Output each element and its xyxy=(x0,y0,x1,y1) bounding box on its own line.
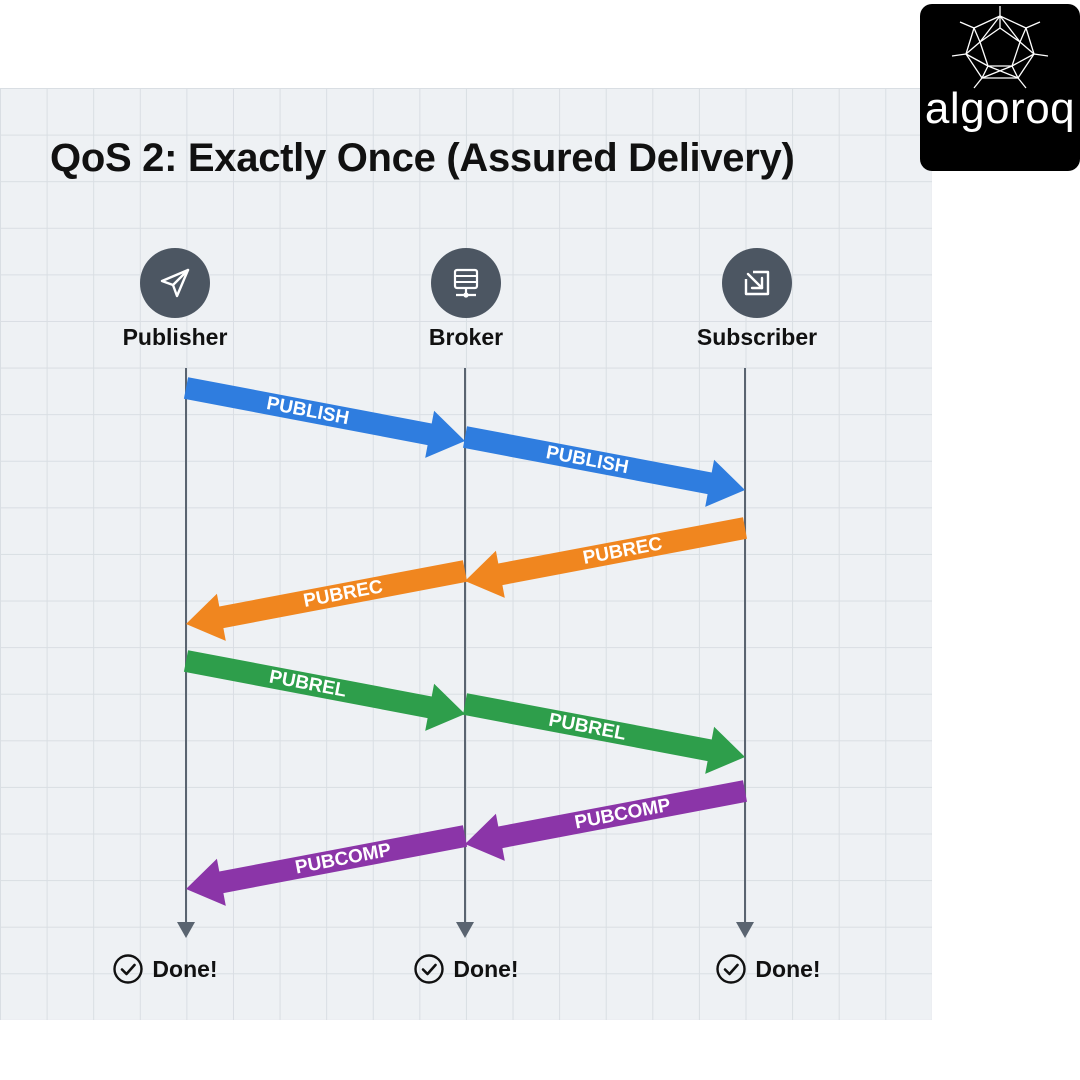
lifeline-broker-arrowhead xyxy=(456,922,474,938)
done-label: Done! xyxy=(152,955,218,982)
publish-arrow xyxy=(463,426,745,507)
pubrel-label: PUBREL xyxy=(267,666,348,701)
done-subscriber: Done! xyxy=(688,953,848,985)
pubcomp-arrow xyxy=(465,780,747,861)
logo-wordmark: algoroq xyxy=(924,84,1076,133)
pubrec-arrow xyxy=(186,560,468,641)
done-label: Done! xyxy=(755,955,821,982)
check-circle-icon xyxy=(716,954,747,984)
lifelines xyxy=(177,368,754,938)
done-label: Done! xyxy=(453,955,519,982)
check-circle-icon xyxy=(414,954,445,984)
brand-logo: algoroq xyxy=(920,4,1080,171)
pubrec-label: PUBREC xyxy=(302,576,385,612)
actor-label-broker: Broker xyxy=(428,324,504,350)
publish-label: PUBLISH xyxy=(544,442,630,478)
pubcomp-arrow xyxy=(186,825,468,906)
server-icon xyxy=(431,248,501,318)
message-publish-0: PUBLISH xyxy=(183,377,465,458)
actor-label-subscriber: Subscriber xyxy=(696,324,818,350)
paper-plane-icon xyxy=(140,248,210,318)
done-broker: Done! xyxy=(386,953,546,985)
message-pubrel-5: PUBREL xyxy=(463,693,745,774)
message-pubrel-4: PUBREL xyxy=(183,650,465,731)
pubcomp-label: PUBCOMP xyxy=(294,840,394,879)
actor-subscriber: Subscriber xyxy=(657,248,857,351)
star-polyhedron-icon xyxy=(951,6,1049,89)
pubcomp-label: PUBCOMP xyxy=(573,795,673,834)
check-circle-icon xyxy=(113,954,144,984)
message-arrows: PUBLISH PUBLISH PUBREC PUBREC PUBREL PUBREL PU… xyxy=(183,377,747,906)
page-title: QoS 2: Exactly Once (Assured Delivery) xyxy=(50,136,795,180)
arrow-in-box-icon xyxy=(722,248,792,318)
message-pubrec-2: PUBREC xyxy=(465,517,747,598)
done-publisher: Done! xyxy=(85,953,245,985)
message-pubrec-3: PUBREC xyxy=(186,560,468,641)
lifeline-subscriber-arrowhead xyxy=(736,922,754,938)
publish-label: PUBLISH xyxy=(265,393,351,429)
pubrel-label: PUBREL xyxy=(547,710,628,745)
actor-label-publisher: Publisher xyxy=(122,324,228,350)
actor-broker: Broker xyxy=(366,248,566,351)
pubrec-arrow xyxy=(465,517,747,598)
actor-publisher: Publisher xyxy=(75,248,275,351)
pubrel-arrow xyxy=(183,650,465,731)
message-publish-1: PUBLISH xyxy=(463,426,745,507)
publish-arrow xyxy=(183,377,465,458)
message-pubcomp-7: PUBCOMP xyxy=(186,825,468,906)
lifeline-publisher-arrowhead xyxy=(177,922,195,938)
pubrec-label: PUBREC xyxy=(581,533,664,569)
message-pubcomp-6: PUBCOMP xyxy=(465,780,747,861)
pubrel-arrow xyxy=(463,693,745,774)
